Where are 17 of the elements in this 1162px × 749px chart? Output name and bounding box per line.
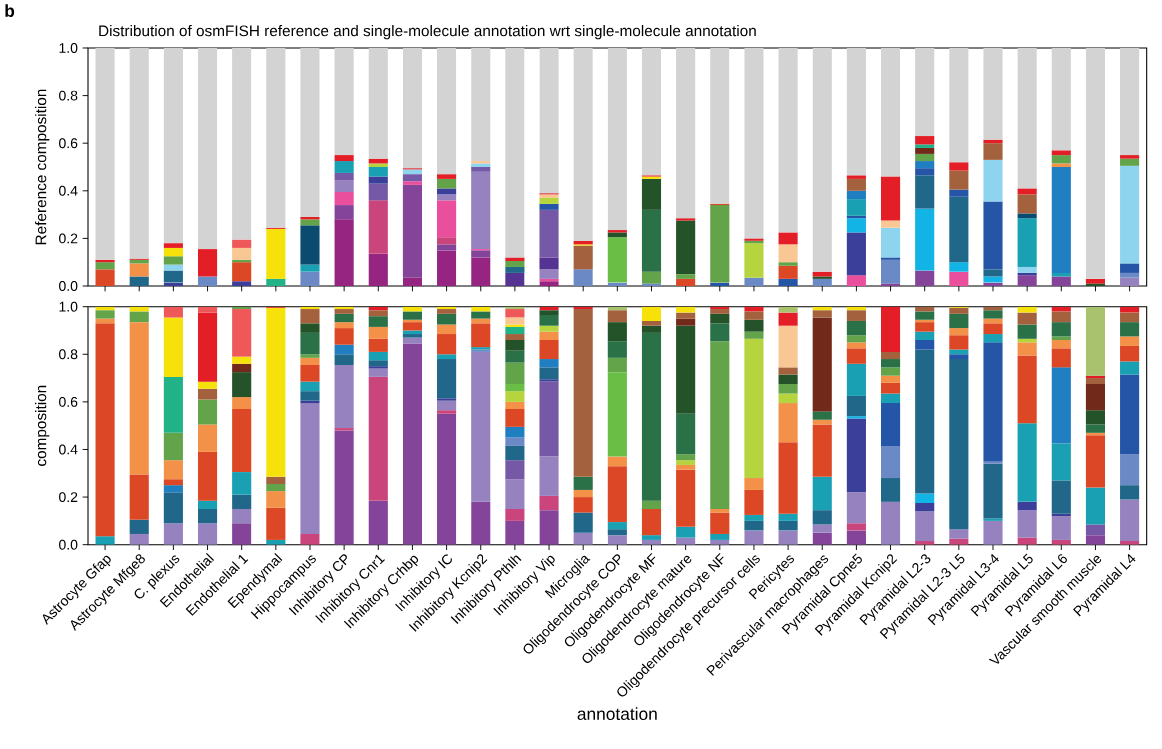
y-tick-label: 0.2 [59,492,78,503]
y-axis-title: Reference composition [35,89,50,245]
y-tick-label: 0.6 [59,396,78,407]
y-tick-label: 1.0 [59,301,78,312]
y-tick-label: 0.6 [59,138,78,149]
y-tick-label: 0.2 [59,233,78,244]
y-tick-label: 0.8 [59,90,78,101]
y-axis-title: composition [35,385,50,466]
text: b [5,4,15,17]
y-tick-label: 0.0 [59,539,78,550]
x-axis-title: annotation [577,707,657,721]
y-tick-label: 0.8 [59,349,78,360]
y-tick-label: 0.0 [59,281,78,291]
y-tick-label: 0.4 [59,185,78,196]
chart-title: Distribution of osmFISH reference and single-molecule annotation wrt single-molecule annotation [99,25,756,40]
y-tick-label: 1.0 [59,43,78,53]
y-tick-label: 0.4 [59,444,78,455]
